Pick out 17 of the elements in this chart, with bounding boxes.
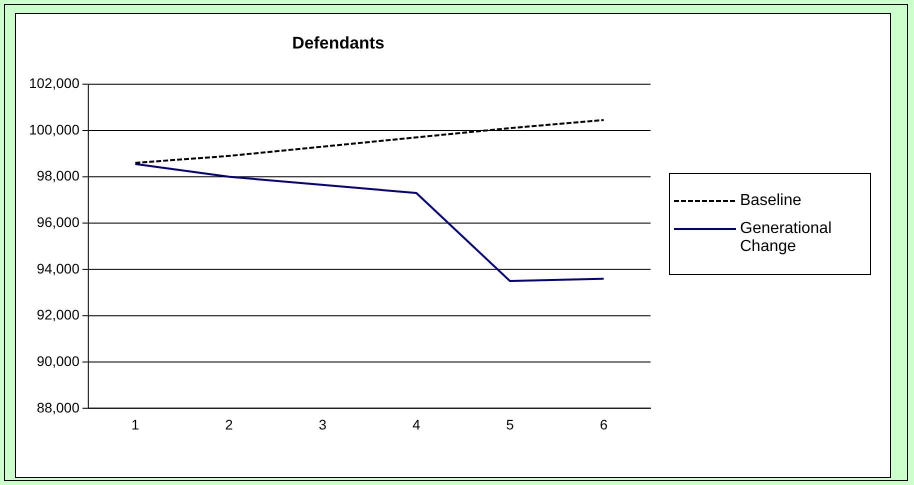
y-tick-label: 102,000	[29, 74, 80, 91]
chart-title: Defendants	[292, 34, 384, 53]
x-tick-label: 2	[225, 416, 234, 433]
legend-label: Generational Change	[740, 220, 833, 256]
y-tick-label: 94,000	[36, 260, 80, 276]
x-tick-label: 5	[506, 416, 514, 433]
y-tick-label: 96,000	[36, 214, 80, 230]
y-tick-label: 92,000	[36, 306, 80, 323]
legend-label: Baseline	[740, 192, 802, 210]
y-tick-label: 90,000	[36, 353, 80, 369]
y-tick-label: 98,000	[36, 168, 80, 184]
x-tick-label: 6	[600, 416, 608, 433]
y-tick-label: 100,000	[29, 121, 80, 138]
x-tick-label: 4	[412, 416, 420, 433]
x-tick-label: 3	[318, 416, 327, 433]
x-tick-label: 1	[131, 416, 140, 433]
y-tick-label: 88,000	[36, 399, 80, 416]
